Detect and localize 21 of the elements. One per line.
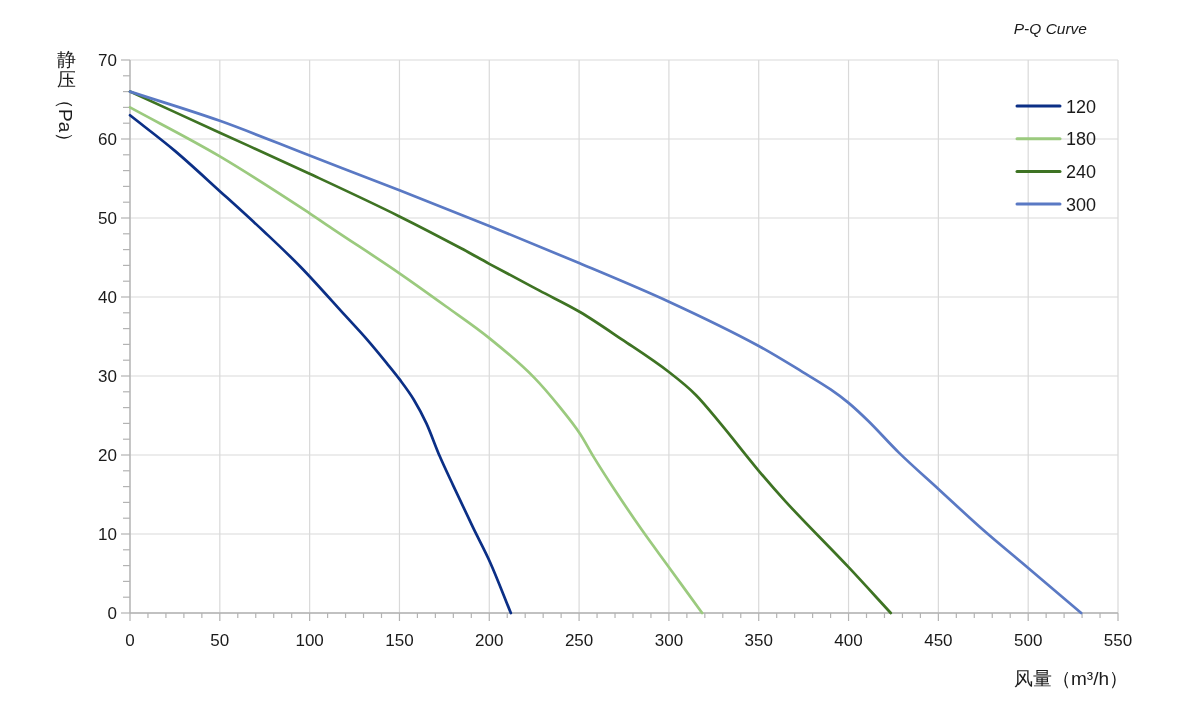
y-tick-label: 60 (98, 130, 117, 149)
y-tick-label: 20 (98, 446, 117, 465)
x-tick-label: 500 (1014, 631, 1043, 650)
x-tick-label: 300 (654, 631, 684, 650)
x-tick-label: 50 (210, 631, 230, 650)
y-tick-label: 10 (98, 525, 117, 544)
x-tick-label: 200 (475, 631, 504, 650)
y-tick-label: 70 (98, 51, 117, 70)
x-tick-label: 250 (564, 631, 594, 650)
title: P-Q Curve (1013, 20, 1087, 37)
x-tick-label: 100 (295, 631, 324, 650)
x-tick-label: 350 (744, 631, 773, 650)
x-tick-label: 0 (125, 631, 135, 650)
y-tick-label: 0 (107, 604, 117, 623)
x-tick-label: 450 (924, 631, 953, 650)
x-tick-label: 550 (1103, 631, 1133, 650)
y-tick-label: 50 (98, 209, 117, 228)
y-tick-label: 40 (98, 288, 117, 307)
x-tick-label: 400 (834, 631, 863, 650)
y-tick-label: 30 (98, 367, 117, 386)
x-tick-label: 150 (385, 631, 414, 650)
